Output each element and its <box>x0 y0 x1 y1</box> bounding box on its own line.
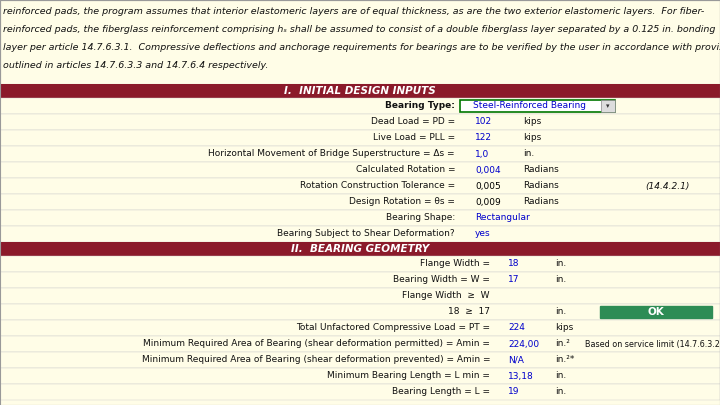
Text: I.  INITIAL DESIGN INPUTS: I. INITIAL DESIGN INPUTS <box>284 86 436 96</box>
Text: Bearing Subject to Shear Deformation?: Bearing Subject to Shear Deformation? <box>277 230 455 239</box>
Bar <box>0 162 720 178</box>
Bar <box>0 98 720 114</box>
Text: 224,00: 224,00 <box>508 339 539 348</box>
Bar <box>0 272 720 288</box>
Text: Calculated Rotation =: Calculated Rotation = <box>356 166 455 175</box>
Text: Radians: Radians <box>523 198 559 207</box>
Bar <box>0 336 720 352</box>
Text: in.²: in.² <box>555 339 570 348</box>
Text: 0,004: 0,004 <box>475 166 500 175</box>
Text: Dead Load = PD =: Dead Load = PD = <box>371 117 455 126</box>
Text: Minimum Bearing Length = L min =: Minimum Bearing Length = L min = <box>327 371 490 381</box>
Text: Rotation Construction Tolerance =: Rotation Construction Tolerance = <box>300 181 455 190</box>
Text: Flange Width  ≥  W: Flange Width ≥ W <box>402 292 490 301</box>
Bar <box>600 306 712 318</box>
Text: Steel-Reinforced Bearing: Steel-Reinforced Bearing <box>473 102 586 111</box>
Text: 224: 224 <box>508 324 525 333</box>
Text: Design Rotation = θs =: Design Rotation = θs = <box>349 198 455 207</box>
Bar <box>0 256 720 272</box>
Text: Radians: Radians <box>523 181 559 190</box>
Text: reinforced pads, the program assumes that interior elastomeric layers are of equ: reinforced pads, the program assumes tha… <box>3 6 704 15</box>
Bar <box>0 0 720 84</box>
Text: OK: OK <box>647 307 665 317</box>
Text: 1,0: 1,0 <box>475 149 490 158</box>
Text: Flange Width =: Flange Width = <box>420 260 490 269</box>
Text: Minimum Required Area of Bearing (shear deformation permitted) = Amin =: Minimum Required Area of Bearing (shear … <box>143 339 490 348</box>
Text: Rectangular: Rectangular <box>475 213 530 222</box>
Text: 19: 19 <box>508 388 520 396</box>
Text: in.: in. <box>555 275 566 284</box>
Text: Bearing Shape:: Bearing Shape: <box>386 213 455 222</box>
Text: outlined in articles 14.7.6.3.3 and 14.7.6.4 respectively.: outlined in articles 14.7.6.3.3 and 14.7… <box>3 60 269 70</box>
Bar <box>0 242 720 256</box>
Bar <box>0 320 720 336</box>
Text: in.: in. <box>555 260 566 269</box>
Text: kips: kips <box>523 117 541 126</box>
Text: Bearing Width = W =: Bearing Width = W = <box>393 275 490 284</box>
Text: layer per article 14.7.6.3.1.  Compressive deflections and anchorage requirement: layer per article 14.7.6.3.1. Compressiv… <box>3 43 720 51</box>
Bar <box>0 210 720 226</box>
Bar <box>0 304 720 320</box>
Text: 13,18: 13,18 <box>508 371 534 381</box>
Text: reinforced pads, the fiberglass reinforcement comprising hₛ shall be assumed to : reinforced pads, the fiberglass reinforc… <box>3 24 716 34</box>
Text: kips: kips <box>555 324 573 333</box>
Text: in.: in. <box>523 149 534 158</box>
Text: Live Load = PLL =: Live Load = PLL = <box>373 134 455 143</box>
Text: Based on service limit (14.7.6.3.2): Based on service limit (14.7.6.3.2) <box>585 339 720 348</box>
Bar <box>0 84 720 98</box>
Text: 18: 18 <box>508 260 520 269</box>
Text: Horizontal Movement of Bridge Superstructure = Δs =: Horizontal Movement of Bridge Superstruc… <box>209 149 455 158</box>
Text: Radians: Radians <box>523 166 559 175</box>
Bar <box>0 288 720 304</box>
Text: Total Unfactored Compressive Load = PT =: Total Unfactored Compressive Load = PT = <box>296 324 490 333</box>
Bar <box>0 130 720 146</box>
Bar <box>460 100 615 112</box>
Text: (14.4.2.1): (14.4.2.1) <box>646 181 690 190</box>
Bar <box>601 100 615 112</box>
Text: Minimum Required Area of Bearing (shear deformation prevented) = Amin =: Minimum Required Area of Bearing (shear … <box>142 356 490 364</box>
Text: ▾: ▾ <box>606 103 610 109</box>
Text: in.: in. <box>555 371 566 381</box>
Text: kips: kips <box>523 134 541 143</box>
Text: in.: in. <box>555 307 566 316</box>
Bar <box>0 114 720 130</box>
Text: 0,005: 0,005 <box>475 181 500 190</box>
Text: Bearing Length = L =: Bearing Length = L = <box>392 388 490 396</box>
Text: in.²*: in.²* <box>555 356 575 364</box>
Text: N/A: N/A <box>508 356 524 364</box>
Text: in.: in. <box>555 388 566 396</box>
Bar <box>0 368 720 384</box>
Bar <box>0 352 720 368</box>
Text: yes: yes <box>475 230 490 239</box>
Bar <box>0 384 720 400</box>
Text: II.  BEARING GEOMETRY: II. BEARING GEOMETRY <box>291 244 429 254</box>
Bar <box>0 146 720 162</box>
Text: 102: 102 <box>475 117 492 126</box>
Text: Bearing Type:: Bearing Type: <box>385 102 455 111</box>
Bar <box>0 194 720 210</box>
Text: 122: 122 <box>475 134 492 143</box>
Bar <box>0 178 720 194</box>
Text: 0,009: 0,009 <box>475 198 500 207</box>
Text: 18  ≥  17: 18 ≥ 17 <box>448 307 490 316</box>
Text: 17: 17 <box>508 275 520 284</box>
Bar <box>0 226 720 242</box>
